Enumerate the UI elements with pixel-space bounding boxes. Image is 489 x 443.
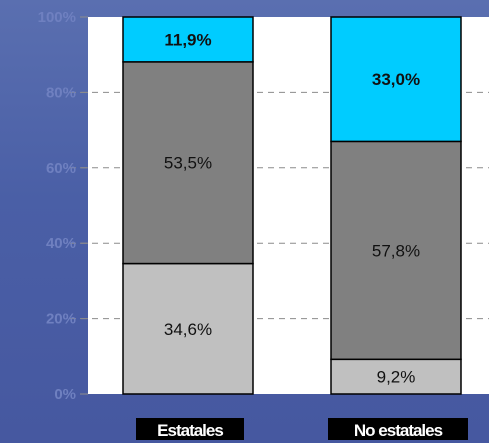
- category-label: No estatales: [354, 421, 443, 440]
- y-tick-label: 0%: [54, 386, 76, 403]
- data-label: 53,5%: [164, 154, 212, 173]
- data-label: 33,0%: [372, 70, 420, 89]
- data-label: 9,2%: [377, 368, 416, 387]
- y-tick-label: 100%: [38, 9, 76, 26]
- bar-segment: [122, 16, 254, 63]
- y-tick-label: 40%: [46, 235, 76, 252]
- y-tick-label: 80%: [46, 84, 76, 101]
- bar-segment: [122, 262, 254, 395]
- category-label-box: [136, 418, 244, 440]
- data-label: 57,8%: [372, 241, 420, 260]
- y-tick-label: 60%: [46, 160, 76, 177]
- data-label: 11,9%: [164, 30, 211, 49]
- y-tick-label: 20%: [46, 311, 76, 328]
- category-labels: Estatales No estatales: [136, 418, 468, 440]
- bar-segment: [330, 16, 462, 143]
- bar-segment: [122, 61, 254, 265]
- segment-labels: 34,6% 53,5% 11,9% 9,2% 57,8% 33,0%: [164, 30, 420, 386]
- category-label: Estatales: [157, 421, 223, 440]
- bar-segment: [330, 140, 462, 361]
- y-axis: 0% 20% 40% 60% 80% 100%: [38, 9, 88, 403]
- bar-segment: [330, 358, 462, 395]
- data-label: 34,6%: [164, 320, 212, 339]
- category-label-box: [328, 418, 468, 440]
- bars: [122, 16, 462, 395]
